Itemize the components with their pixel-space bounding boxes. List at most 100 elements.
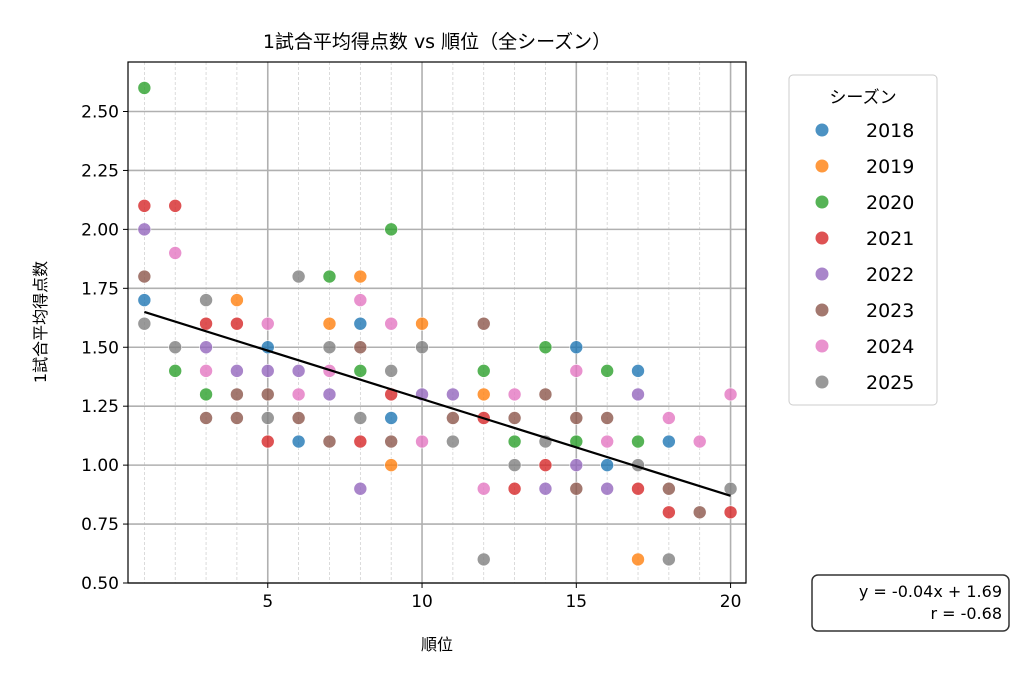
point-2025 <box>507 458 522 472</box>
legend-marker-2020 <box>815 195 829 209</box>
x-tick-label: 10 <box>411 592 433 612</box>
point-2018 <box>291 434 306 449</box>
point-2023 <box>538 387 553 402</box>
point-2023 <box>322 434 337 449</box>
x-tick-label: 15 <box>565 592 587 612</box>
legend-label: 2021 <box>866 228 914 250</box>
point-2019 <box>353 269 368 284</box>
point-2023 <box>230 411 244 425</box>
point-2025 <box>446 434 460 449</box>
point-2021 <box>199 316 213 331</box>
point-2023 <box>569 411 584 425</box>
y-tick-label: 0.75 <box>81 515 119 535</box>
y-tick-label: 1.00 <box>81 456 119 476</box>
y-tick-label: 1.75 <box>81 279 119 299</box>
point-2022 <box>446 387 460 402</box>
point-2019 <box>476 387 491 402</box>
legend-label: 2019 <box>866 156 914 178</box>
point-2024 <box>662 411 676 425</box>
legend-label: 2024 <box>866 336 914 358</box>
point-2021 <box>137 199 152 213</box>
legend-box <box>788 74 938 406</box>
point-2024 <box>199 364 213 378</box>
point-2025 <box>260 411 275 425</box>
point-2019 <box>230 293 244 307</box>
y-axis-label: 1試合平均得点数 <box>31 261 50 383</box>
point-2018 <box>600 458 614 472</box>
legend-label: 2018 <box>866 120 914 142</box>
point-2022 <box>199 340 213 355</box>
y-tick-label: 2.25 <box>81 161 119 181</box>
point-2018 <box>631 364 645 378</box>
point-2018 <box>569 340 584 355</box>
point-2023 <box>446 411 460 425</box>
point-2025 <box>199 293 213 307</box>
point-2021 <box>631 481 645 496</box>
point-2020 <box>137 81 152 95</box>
point-2019 <box>631 552 645 567</box>
point-2025 <box>322 340 337 355</box>
point-2022 <box>230 364 244 378</box>
point-2022 <box>600 481 614 496</box>
x-tick-label: 20 <box>720 592 742 612</box>
point-2025 <box>384 364 398 378</box>
grid <box>128 62 746 584</box>
point-2024 <box>569 364 584 378</box>
point-2023 <box>291 411 306 425</box>
point-2019 <box>322 316 337 331</box>
y-tick-label: 2.50 <box>81 103 119 123</box>
x-axis-label: 順位 <box>421 635 453 654</box>
point-2022 <box>291 364 306 378</box>
point-2024 <box>291 387 306 402</box>
legend-marker-2024 <box>815 339 829 353</box>
point-2024 <box>168 246 183 260</box>
point-2020 <box>538 340 553 355</box>
point-2020 <box>507 434 522 449</box>
point-2023 <box>230 387 244 402</box>
point-2022 <box>137 222 152 237</box>
legend: シーズン 2018 2019 2020 2021 2022 2023 2024 2025 <box>788 74 938 406</box>
data-points <box>137 81 738 567</box>
point-2020 <box>353 364 368 378</box>
legend-marker-2025 <box>815 375 829 389</box>
point-2022 <box>322 387 337 402</box>
point-2023 <box>260 387 275 402</box>
regression-line-group <box>144 310 731 497</box>
point-2019 <box>415 316 429 331</box>
point-2020 <box>631 434 645 449</box>
point-2023 <box>137 269 152 284</box>
point-2024 <box>507 387 522 402</box>
point-2021 <box>723 505 738 520</box>
point-2023 <box>662 481 676 496</box>
point-2025 <box>353 411 368 425</box>
point-2025 <box>662 552 676 567</box>
point-2023 <box>199 411 213 425</box>
x-tick-label: 5 <box>262 592 273 612</box>
legend-marker-2018 <box>815 123 829 137</box>
point-2025 <box>168 340 183 355</box>
point-2023 <box>692 505 707 520</box>
axis-ticks: 5 10 15 20 0.50 0.75 1.00 1.25 1.50 1.75 2.00 2.25 2… <box>81 103 741 612</box>
point-2024 <box>600 434 614 449</box>
point-2018 <box>353 316 368 331</box>
point-2024 <box>384 316 398 331</box>
point-2021 <box>230 316 244 331</box>
correlation-text: r = -0.68 <box>930 604 1002 623</box>
point-2020 <box>322 269 337 284</box>
legend-label: 2020 <box>866 192 914 214</box>
legend-marker-2021 <box>815 231 829 245</box>
legend-marker-2023 <box>815 303 829 317</box>
chart-title: 1試合平均得点数 vs 順位（全シーズン） <box>263 31 611 53</box>
point-2024 <box>415 434 429 449</box>
point-2025 <box>476 552 491 567</box>
point-2020 <box>168 364 183 378</box>
point-2023 <box>600 411 614 425</box>
point-2020 <box>199 387 213 402</box>
y-tick-label: 0.50 <box>81 574 119 594</box>
point-2021 <box>538 458 553 472</box>
point-2024 <box>692 434 707 449</box>
point-2021 <box>662 505 676 520</box>
point-2018 <box>662 434 676 449</box>
